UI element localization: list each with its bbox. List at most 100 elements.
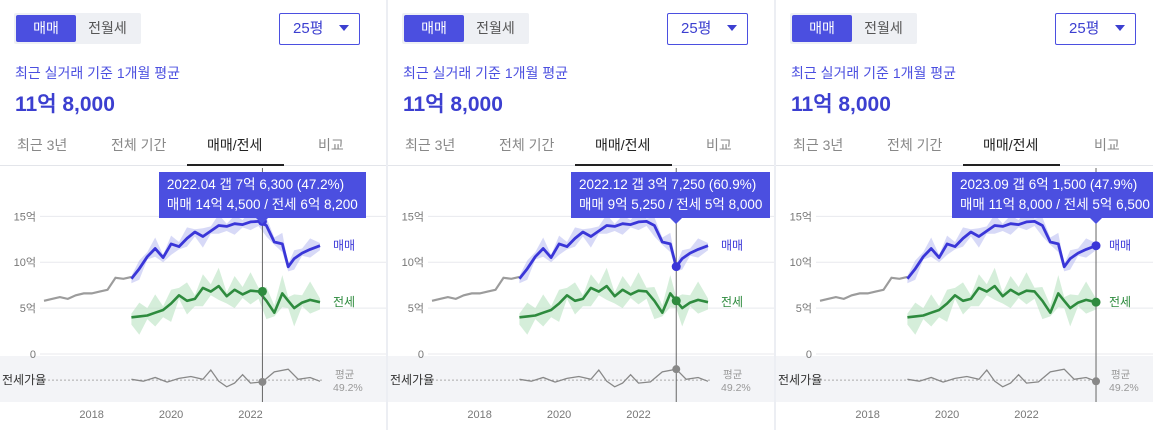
tooltip-gap-line: 2023.09 갭 6억 1,500 (47.9%)	[960, 177, 1138, 192]
tooltip-price-line: 매매 14억 4,500 / 전세 6억 8,200	[166, 197, 358, 212]
y-tick-label: 5억	[20, 302, 36, 315]
size-select[interactable]: 25평	[667, 13, 748, 45]
panel-divider	[774, 0, 776, 430]
price-subtitle: 최근 실거래 기준 1개월 평균	[403, 65, 569, 81]
tab-compare[interactable]: 비교	[706, 137, 732, 153]
jeonse-series-label: 전세	[721, 295, 743, 309]
size-select-value: 25평	[681, 20, 712, 37]
y-tick-label: 0	[418, 349, 424, 361]
tab-compare[interactable]: 비교	[318, 137, 344, 153]
average-price: 11억 8,000	[791, 93, 891, 116]
sale-range-band	[907, 210, 1096, 284]
price-panel: 매매 전월세 25평 최근 실거래 기준 1개월 평균 11억 8,000 최근…	[776, 0, 1153, 430]
jeonse-range-band	[519, 267, 708, 335]
trade-type-toggle: 매매 전월세	[790, 13, 917, 44]
chevron-down-icon	[727, 25, 737, 31]
ratio-strip-bg	[0, 356, 386, 402]
jeonse-series-label: 전세	[1109, 295, 1131, 309]
chart-tooltip: 2022.12 갭 3억 7,250 (60.9%) 매매 9억 5,250 /…	[571, 172, 771, 224]
jeonse-highlight-point	[671, 296, 681, 306]
price-panel: 매매 전월세 25평 최근 실거래 기준 1개월 평균 11억 8,000 최근…	[388, 0, 774, 430]
average-price: 11억 8,000	[15, 93, 115, 116]
x-tick-label: 2020	[935, 409, 959, 421]
tab-all-period[interactable]: 전체 기간	[499, 137, 555, 153]
x-tick-label: 2022	[626, 409, 650, 421]
tab-sale-jeonse[interactable]: 매매/전세	[983, 137, 1039, 153]
sale-history-line	[819, 275, 908, 302]
sale-series-line	[130, 220, 321, 280]
size-select[interactable]: 25평	[1055, 13, 1136, 45]
average-price: 11억 8,000	[403, 93, 503, 116]
toggle-rent[interactable]: 전월세	[864, 20, 903, 36]
tab-active-indicator	[963, 164, 1060, 166]
jeonse-highlight-point	[257, 286, 267, 296]
sale-highlight-point	[671, 262, 681, 272]
tooltip-gap-line: 2022.12 갭 3억 7,250 (60.9%)	[579, 177, 757, 192]
toggle-sale[interactable]: 매매	[16, 15, 76, 42]
y-tick-label: 5억	[796, 302, 812, 315]
jeonse-series-line	[131, 284, 321, 319]
y-tick-label: 10억	[790, 256, 812, 269]
ratio-highlight-point	[672, 365, 681, 374]
size-select[interactable]: 25평	[279, 13, 360, 45]
tab-compare[interactable]: 비교	[1094, 137, 1120, 153]
sale-series-label: 매매	[721, 239, 743, 253]
sale-series-label: 매매	[1109, 239, 1131, 253]
toggle-rent[interactable]: 전월세	[88, 20, 127, 36]
chart-tooltip: 2022.04 갭 7억 6,300 (47.2%) 매매 14억 4,500 …	[158, 172, 366, 224]
period-tabs: 최근 3년 전체 기간 매매/전세 비교	[0, 124, 386, 166]
toggle-sale[interactable]: 매매	[792, 15, 852, 42]
tooltip-gap-line: 2022.04 갭 7억 6,300 (47.2%)	[166, 177, 345, 192]
jeonse-series-line	[907, 284, 1097, 319]
tab-all-period[interactable]: 전체 기간	[887, 137, 943, 153]
y-tick-label: 15억	[790, 210, 812, 223]
tooltip-price-line: 매매 11억 8,000 / 전세 5억 6,500	[960, 197, 1150, 212]
ratio-average-label: 평균	[723, 369, 743, 381]
sale-range-band	[131, 210, 320, 284]
tooltip-arrow	[1090, 218, 1102, 224]
ratio-label: 전세가율	[778, 373, 822, 387]
price-subtitle: 최근 실거래 기준 1개월 평균	[15, 65, 181, 81]
sale-series-label: 매매	[333, 239, 355, 253]
ratio-label: 전세가율	[2, 373, 46, 387]
jeonse-series-label: 전세	[333, 295, 355, 309]
jeonse-highlight-point	[1091, 297, 1101, 307]
tab-sale-jeonse[interactable]: 매매/전세	[595, 137, 651, 153]
chevron-down-icon	[1115, 25, 1125, 31]
y-tick-label: 5억	[408, 302, 424, 315]
tab-active-indicator	[575, 164, 672, 166]
tooltip-arrow	[670, 218, 683, 224]
tab-all-period[interactable]: 전체 기간	[111, 137, 167, 153]
y-tick-label: 10억	[402, 256, 424, 269]
jeonse-range-band	[131, 267, 320, 335]
period-tabs: 최근 3년 전체 기간 매매/전세 비교	[388, 124, 774, 166]
chart-tooltip: 2023.09 갭 6억 1,500 (47.9%) 매매 11억 8,000 …	[952, 172, 1153, 224]
jeonse-range-band	[907, 267, 1096, 335]
toggle-rent[interactable]: 전월세	[476, 20, 515, 36]
ratio-highlight-point	[1092, 377, 1101, 386]
x-tick-label: 2020	[159, 409, 183, 421]
price-subtitle: 최근 실거래 기준 1개월 평균	[791, 65, 957, 81]
sale-series-line	[906, 220, 1097, 280]
ratio-average-value: 49.2%	[721, 382, 751, 394]
sale-history-line	[431, 275, 520, 302]
chevron-down-icon	[339, 25, 349, 31]
tab-recent-3y[interactable]: 최근 3년	[17, 137, 68, 153]
sale-history-line	[43, 275, 132, 302]
y-tick-label: 15억	[14, 210, 36, 223]
x-tick-label: 2018	[79, 409, 103, 421]
toggle-sale[interactable]: 매매	[404, 15, 464, 42]
price-panel: 매매 전월세 25평 최근 실거래 기준 1개월 평균 11억 8,000 최근…	[0, 0, 386, 430]
tab-sale-jeonse[interactable]: 매매/전세	[207, 137, 263, 153]
ratio-average-value: 49.2%	[333, 382, 363, 394]
tab-recent-3y[interactable]: 최근 3년	[793, 137, 844, 153]
y-tick-label: 0	[806, 349, 812, 361]
ratio-series-line	[907, 368, 1097, 388]
x-tick-label: 2020	[547, 409, 571, 421]
ratio-average-label: 평균	[1111, 369, 1131, 381]
size-select-value: 25평	[293, 20, 324, 37]
period-tabs: 최근 3년 전체 기간 매매/전세 비교	[776, 124, 1153, 166]
tab-recent-3y[interactable]: 최근 3년	[405, 137, 456, 153]
